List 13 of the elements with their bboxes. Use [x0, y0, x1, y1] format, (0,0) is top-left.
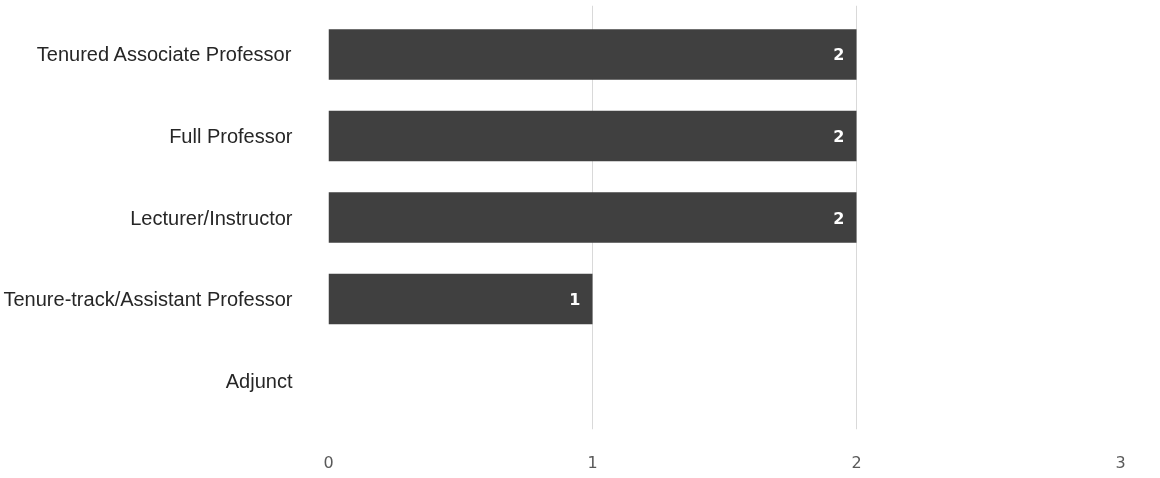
data-label: 2 — [833, 45, 845, 65]
y-tick-label: Full Professor — [169, 124, 293, 147]
x-tick-label: 3 — [1115, 452, 1126, 472]
y-tick-label: Tenured Associate Professor — [36, 43, 292, 66]
data-label: 1 — [569, 290, 581, 310]
data-label: 2 — [833, 126, 845, 146]
x-tick-label: 0 — [323, 452, 334, 472]
y-tick-label: Lecturer/Instructor — [130, 206, 293, 229]
y-tick-label: Tenure-track/Assistant Professor — [3, 288, 293, 311]
x-tick-label: 2 — [851, 452, 862, 472]
y-tick-label: Adjunct — [225, 369, 293, 392]
data-label: 2 — [833, 208, 845, 228]
x-tick-label: 1 — [587, 452, 598, 472]
